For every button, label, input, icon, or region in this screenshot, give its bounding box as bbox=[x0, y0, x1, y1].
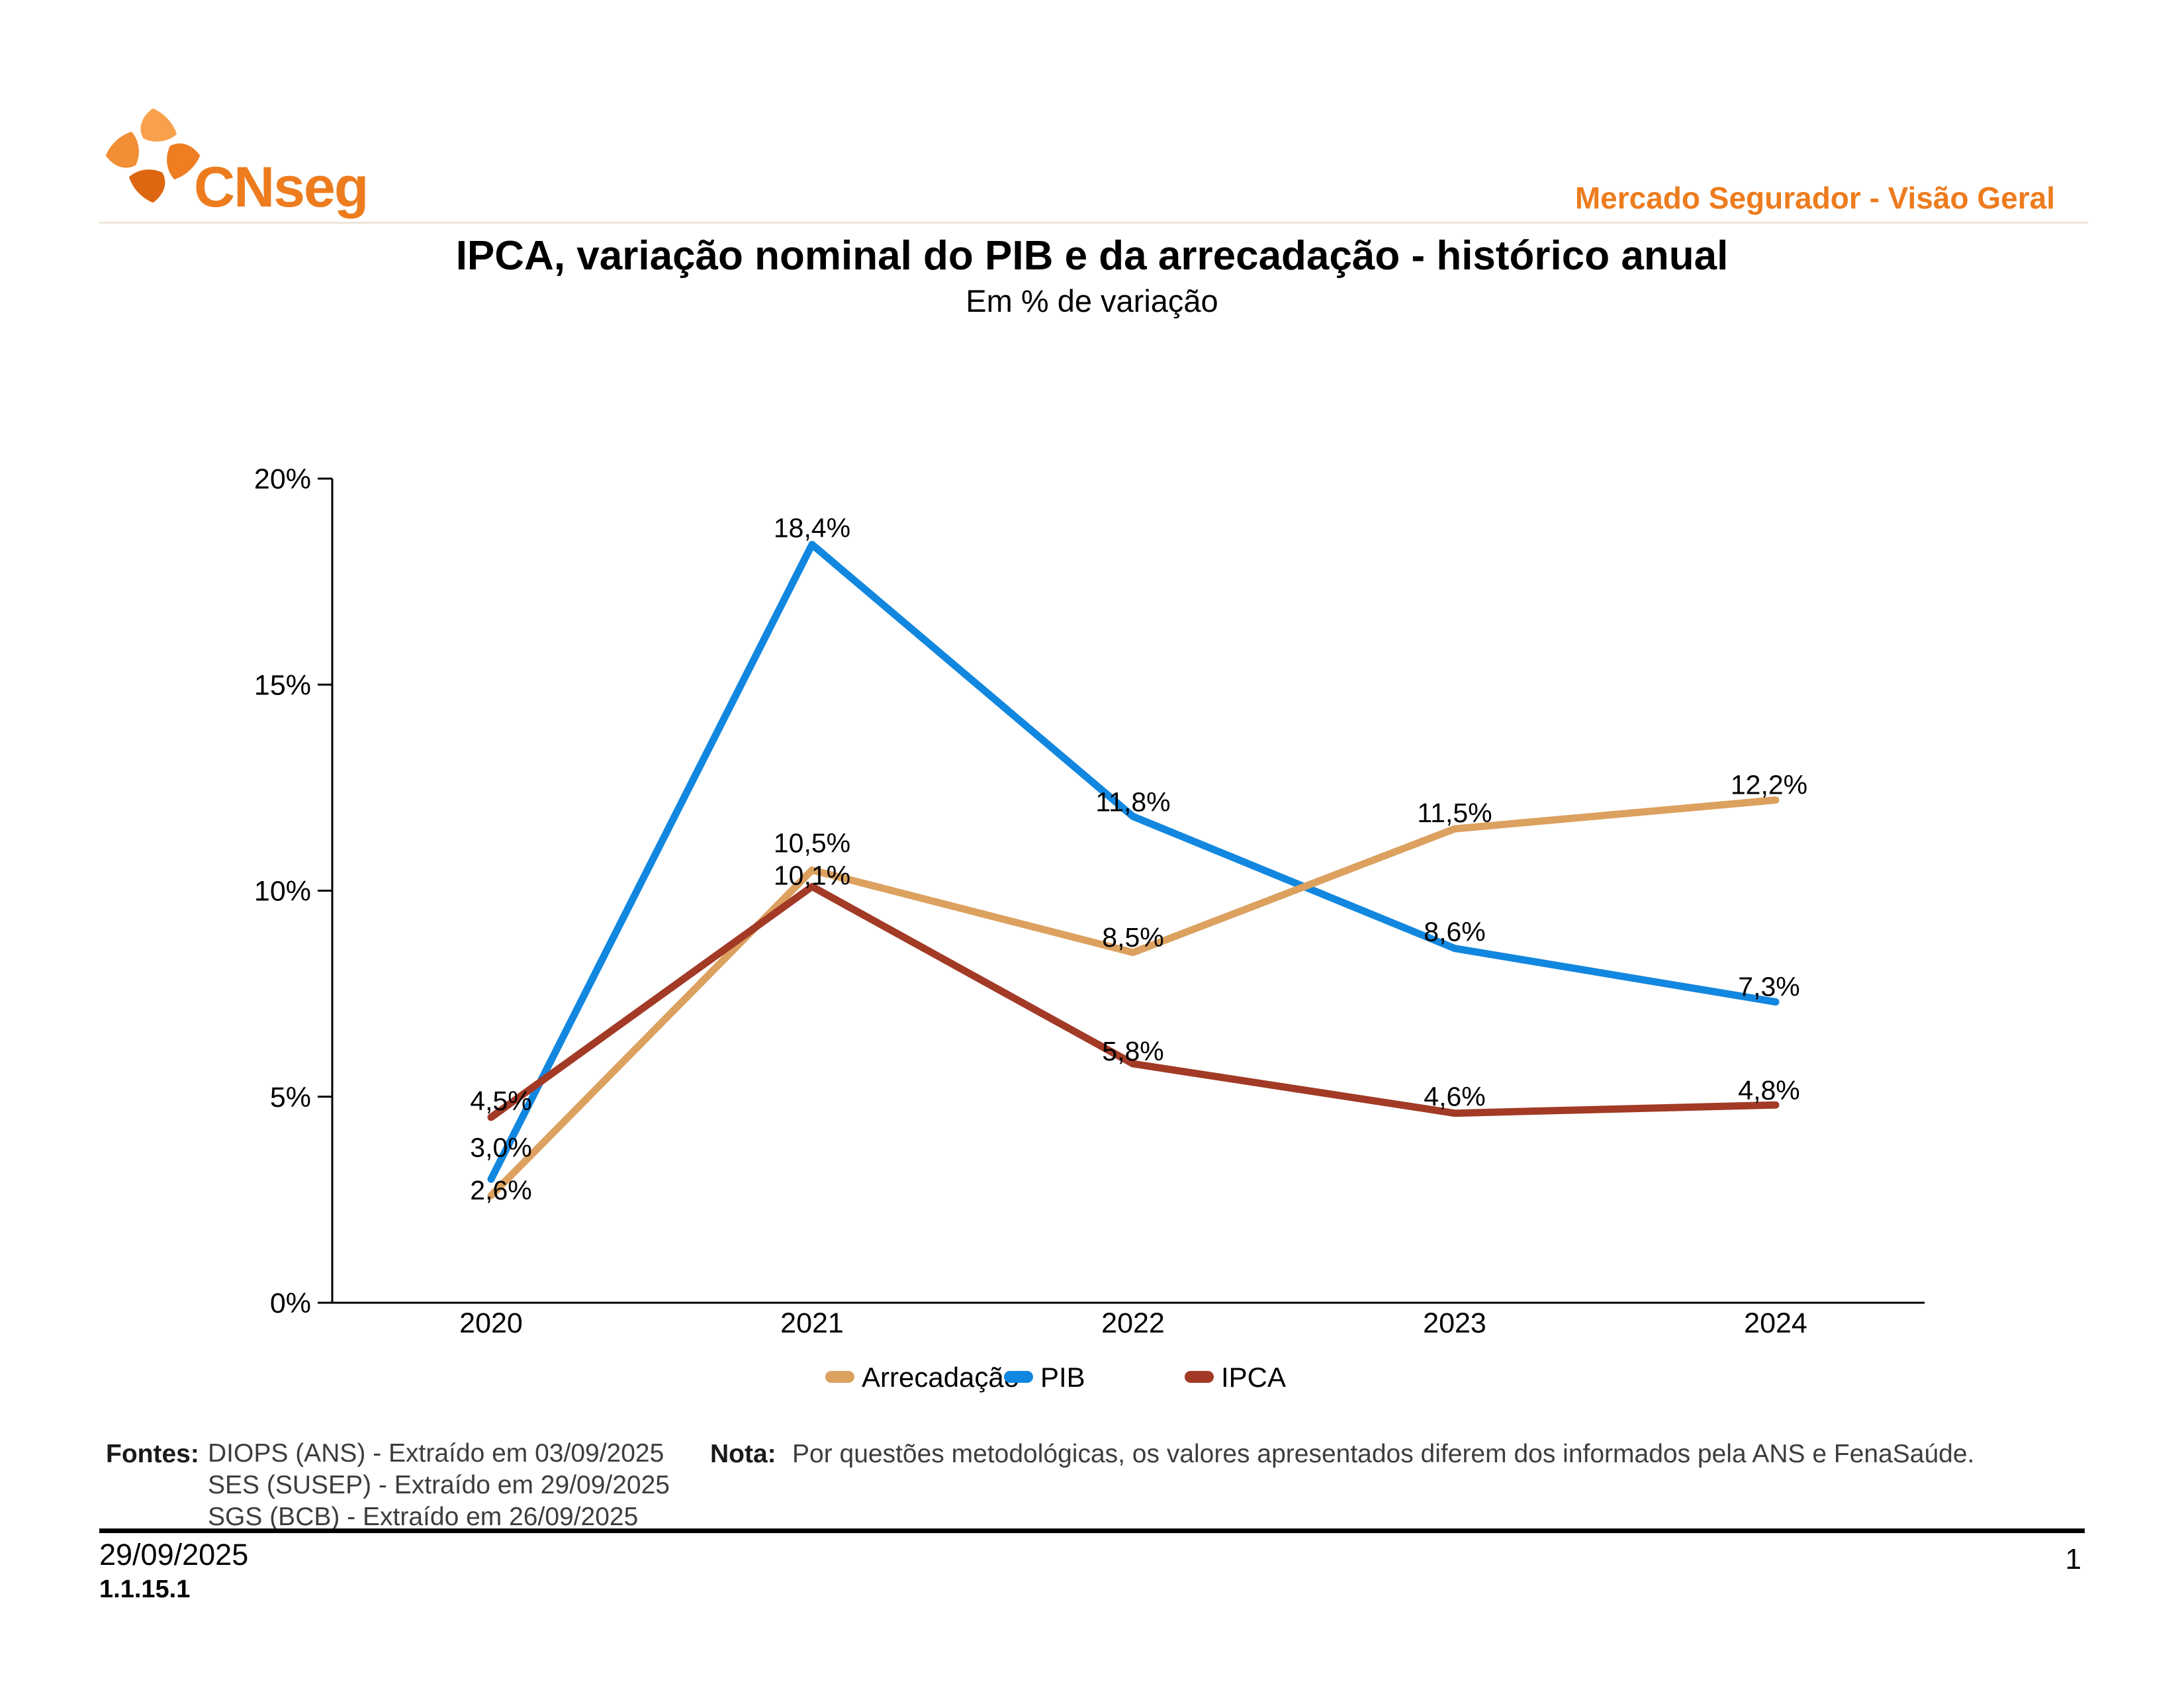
series-line-2 bbox=[487, 882, 1780, 1121]
note-text: Por questões metodológicas, os valores a… bbox=[792, 1440, 1975, 1468]
series-line-0 bbox=[487, 796, 1780, 1199]
x-tick-label: 2023 bbox=[1423, 1307, 1486, 1339]
y-tick-label: 20% bbox=[254, 463, 311, 495]
footer-divider bbox=[99, 1528, 2085, 1533]
chart-title: IPCA, variação nominal do PIB e da arrec… bbox=[455, 233, 1729, 279]
chart-subtitle: Em % de variação bbox=[966, 283, 1218, 318]
sources-list: DIOPS (ANS) - Extraído em 03/09/2025 SES… bbox=[208, 1438, 670, 1533]
data-label: 2,6% bbox=[470, 1175, 531, 1205]
header-divider bbox=[99, 222, 2088, 224]
data-label: 4,8% bbox=[1738, 1075, 1799, 1105]
data-label: 7,3% bbox=[1738, 972, 1799, 1002]
cnseg-pinwheel-icon bbox=[105, 108, 201, 203]
legend-label: IPCA bbox=[1221, 1362, 1286, 1393]
data-label: 10,5% bbox=[774, 827, 850, 858]
legend-marker bbox=[825, 1371, 854, 1383]
legend-label: PIB bbox=[1040, 1362, 1085, 1393]
footer-version: 1.1.15.1 bbox=[99, 1575, 191, 1603]
data-label: 10,1% bbox=[774, 860, 850, 890]
legend-marker bbox=[1004, 1371, 1033, 1383]
source-line: SGS (BCB) - Extraído em 26/09/2025 bbox=[208, 1503, 639, 1531]
y-tick-label: 15% bbox=[254, 669, 311, 701]
cnseg-logo-text: CNseg bbox=[194, 156, 369, 219]
legend-marker bbox=[1185, 1371, 1214, 1383]
y-tick-label: 10% bbox=[254, 876, 311, 908]
cnseg-logo bbox=[103, 104, 203, 211]
source-line: SES (SUSEP) - Extraído em 29/09/2025 bbox=[208, 1471, 670, 1499]
x-tick-label: 2021 bbox=[780, 1307, 844, 1339]
y-tick-label: 5% bbox=[270, 1082, 311, 1113]
section-title: Mercado Segurador - Visão Geral bbox=[1574, 181, 2055, 215]
data-label: 11,5% bbox=[1417, 798, 1492, 828]
data-label: 4,5% bbox=[470, 1086, 531, 1116]
page-number: 1 bbox=[2065, 1543, 2081, 1575]
data-label: 11,8% bbox=[1095, 786, 1170, 817]
data-label: 5,8% bbox=[1102, 1036, 1163, 1066]
legend-label: Arrecadação bbox=[862, 1362, 1019, 1393]
x-tick-label: 2020 bbox=[459, 1307, 523, 1339]
data-label: 18,4% bbox=[774, 513, 850, 543]
data-label: 8,5% bbox=[1102, 922, 1163, 953]
x-tick-label: 2022 bbox=[1101, 1307, 1165, 1339]
data-label: 8,6% bbox=[1424, 917, 1485, 947]
note-label: Nota: bbox=[710, 1440, 776, 1468]
data-label: 4,6% bbox=[1424, 1082, 1485, 1112]
y-tick-label: 0% bbox=[270, 1288, 311, 1319]
data-label: 3,0% bbox=[470, 1132, 531, 1162]
data-label: 12,2% bbox=[1731, 770, 1807, 800]
source-line: DIOPS (ANS) - Extraído em 03/09/2025 bbox=[208, 1439, 664, 1468]
footer-date: 29/09/2025 bbox=[99, 1538, 249, 1571]
series-line-1 bbox=[487, 541, 1780, 1183]
sources-label: Fontes: bbox=[106, 1440, 199, 1468]
x-tick-label: 2024 bbox=[1744, 1307, 1807, 1339]
